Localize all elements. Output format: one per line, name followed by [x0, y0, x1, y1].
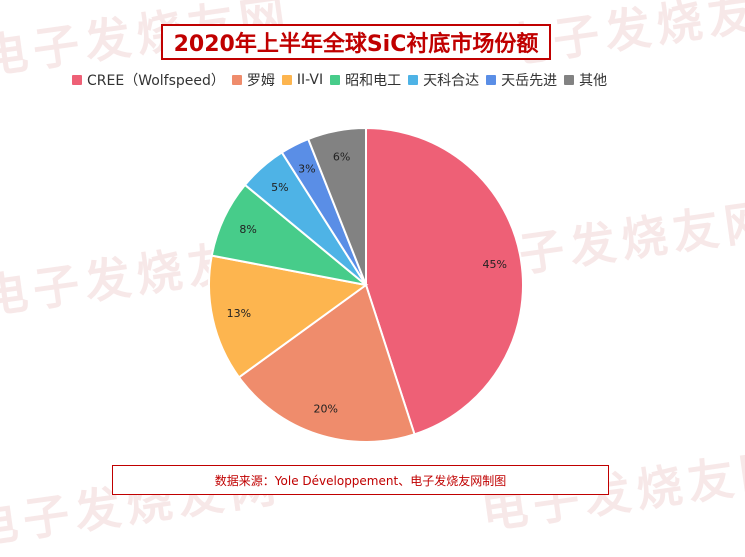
legend-label: CREE（Wolfspeed） [87, 73, 225, 89]
legend-swatch [281, 75, 292, 85]
source-note: 数据来源：Yole Développement、电子发烧友网制图 [214, 473, 507, 488]
legend-item[interactable]: 昭和电工 [330, 70, 401, 90]
legend-swatch [564, 75, 575, 85]
legend-swatch [72, 75, 82, 85]
source-box: 数据来源：Yole Développement、电子发烧友网制图 [112, 465, 609, 495]
legend-item[interactable]: 罗姆 [231, 70, 275, 90]
pie-slice[interactable] [208, 254, 369, 379]
slice-data-label: 20% [314, 402, 338, 415]
pie-slice[interactable] [237, 283, 416, 443]
legend-item[interactable]: CREE（Wolfspeed） [72, 70, 225, 90]
legend-swatch [231, 75, 242, 85]
slice-data-label: 5% [271, 181, 288, 194]
legend-item[interactable]: 天岳先进 [486, 70, 557, 90]
slice-data-label: 6% [333, 150, 350, 163]
chart-title-box: 2020年上半年全球SiC衬底市场份额 [161, 24, 551, 60]
slice-data-label: 8% [239, 223, 256, 236]
legend-label: 罗姆 [246, 73, 275, 89]
pie-slice[interactable] [365, 126, 524, 436]
slice-data-label: 13% [227, 307, 251, 320]
legend-label: 天岳先进 [501, 73, 558, 89]
legend-label: 昭和电工 [345, 73, 402, 89]
legend-swatch [486, 75, 497, 85]
pie-slice[interactable] [306, 126, 367, 286]
pie-chart: 45% 20% 13% 8% 5% 3% 6% [208, 126, 524, 443]
legend-label: 天科合达 [423, 73, 480, 89]
chart-title: 2020年上半年全球SiC衬底市场份额 [173, 32, 539, 57]
legend-item[interactable]: 天科合达 [408, 70, 479, 90]
legend-label: II-VI [296, 72, 324, 88]
slice-data-label: 3% [298, 162, 315, 175]
legend-item[interactable]: II-VI [281, 72, 324, 88]
legend-swatch [330, 75, 341, 85]
chart-legend: CREE（Wolfspeed） 罗姆 II-VI 昭和电工 天科合达 天岳先进 其他 [72, 70, 712, 90]
legend-swatch [408, 75, 419, 85]
slice-data-label: 45% [482, 258, 506, 271]
legend-item[interactable]: 其他 [564, 70, 607, 90]
legend-label: 其他 [579, 73, 608, 89]
